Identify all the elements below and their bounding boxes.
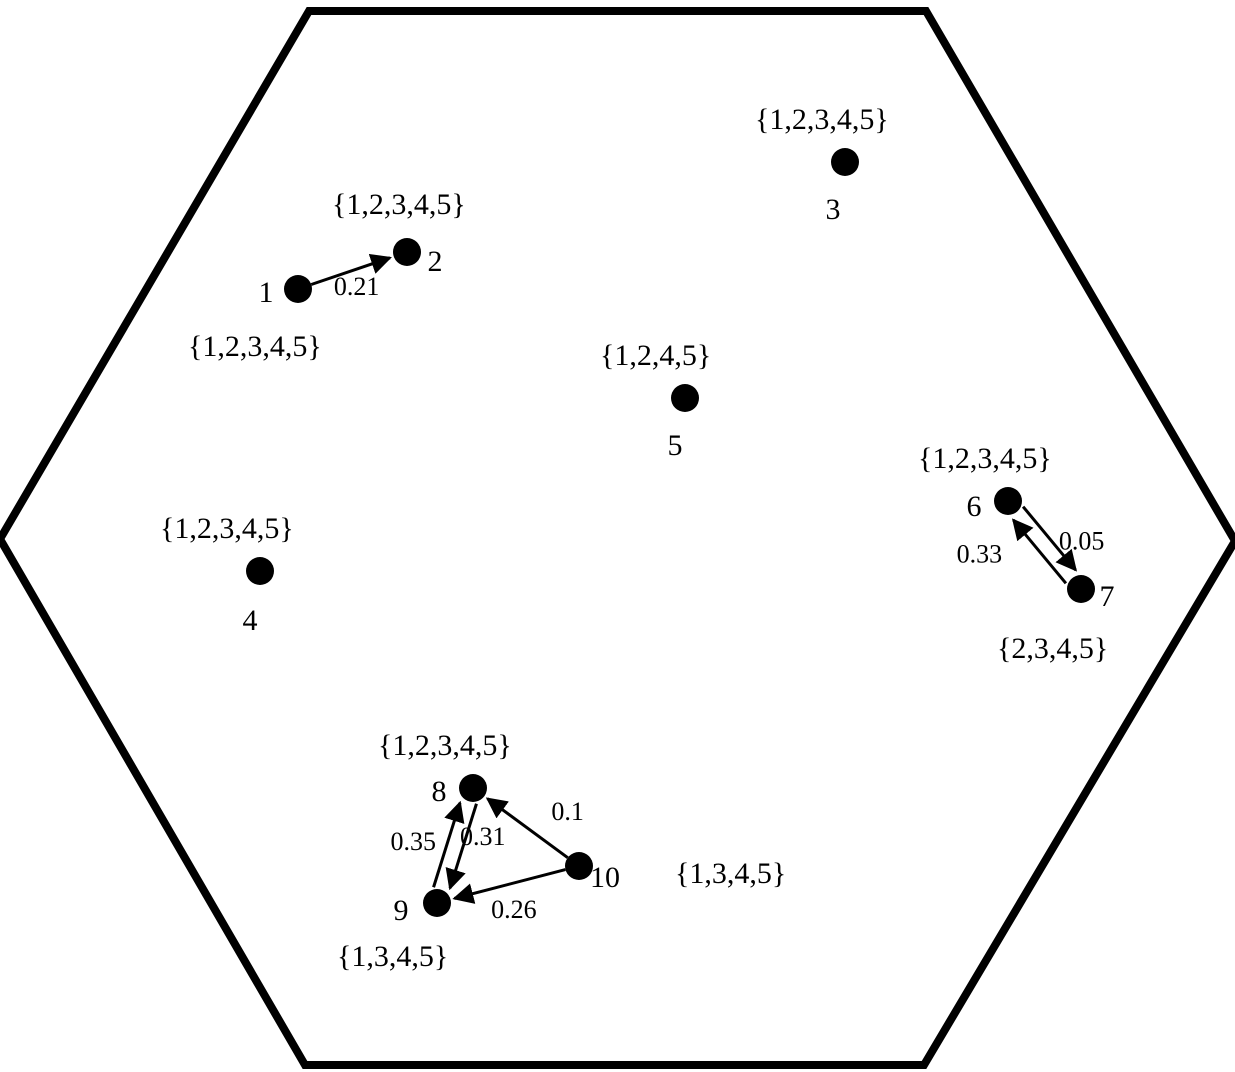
node-10 bbox=[565, 852, 593, 880]
node-label-5: 5 bbox=[668, 429, 683, 462]
node-set-7: {2,3,4,5} bbox=[997, 632, 1108, 665]
edge-label-10-8: 0.1 bbox=[551, 797, 584, 826]
node-set-10: {1,3,4,5} bbox=[675, 857, 786, 890]
node-label-10: 10 bbox=[590, 861, 620, 894]
node-set-8: {1,2,3,4,5} bbox=[378, 729, 512, 762]
node-set-5: {1,2,4,5} bbox=[600, 339, 711, 372]
node-set-6: {1,2,3,4,5} bbox=[918, 442, 1052, 475]
node-4 bbox=[246, 557, 274, 585]
node-label-9: 9 bbox=[394, 894, 409, 927]
node-2 bbox=[393, 238, 421, 266]
node-set-2: {1,2,3,4,5} bbox=[332, 188, 466, 221]
edge-9-8 bbox=[434, 803, 460, 887]
edge-label-1-2: 0.21 bbox=[334, 272, 380, 301]
node-label-7: 7 bbox=[1100, 580, 1115, 613]
node-8 bbox=[459, 774, 487, 802]
node-5 bbox=[671, 384, 699, 412]
node-1 bbox=[284, 275, 312, 303]
edge-label-8-9: 0.35 bbox=[390, 827, 436, 856]
node-label-4: 4 bbox=[243, 604, 258, 637]
node-label-2: 2 bbox=[428, 245, 443, 278]
node-9 bbox=[423, 889, 451, 917]
node-set-4: {1,2,3,4,5} bbox=[160, 512, 294, 545]
edge-label-6-7: 0.33 bbox=[957, 539, 1003, 568]
edge-label-10-9: 0.26 bbox=[491, 895, 537, 924]
node-set-3: {1,2,3,4,5} bbox=[755, 103, 889, 136]
node-label-3: 3 bbox=[826, 193, 841, 226]
node-set-1: {1,2,3,4,5} bbox=[188, 330, 322, 363]
edge-label-7-6: 0.05 bbox=[1059, 527, 1105, 556]
node-6 bbox=[994, 487, 1022, 515]
node-label-8: 8 bbox=[432, 775, 447, 808]
node-label-6: 6 bbox=[967, 490, 982, 523]
network-diagram: 0.21 0.33 0.05 0.1 0.35 0.31 0.26 1 {1,2,3,4,5} 2… bbox=[0, 0, 1235, 1072]
node-7 bbox=[1067, 575, 1095, 603]
edge-label-9-8: 0.31 bbox=[460, 822, 506, 851]
node-set-9: {1,3,4,5} bbox=[337, 940, 448, 973]
node-label-1: 1 bbox=[259, 276, 274, 309]
node-3 bbox=[831, 148, 859, 176]
